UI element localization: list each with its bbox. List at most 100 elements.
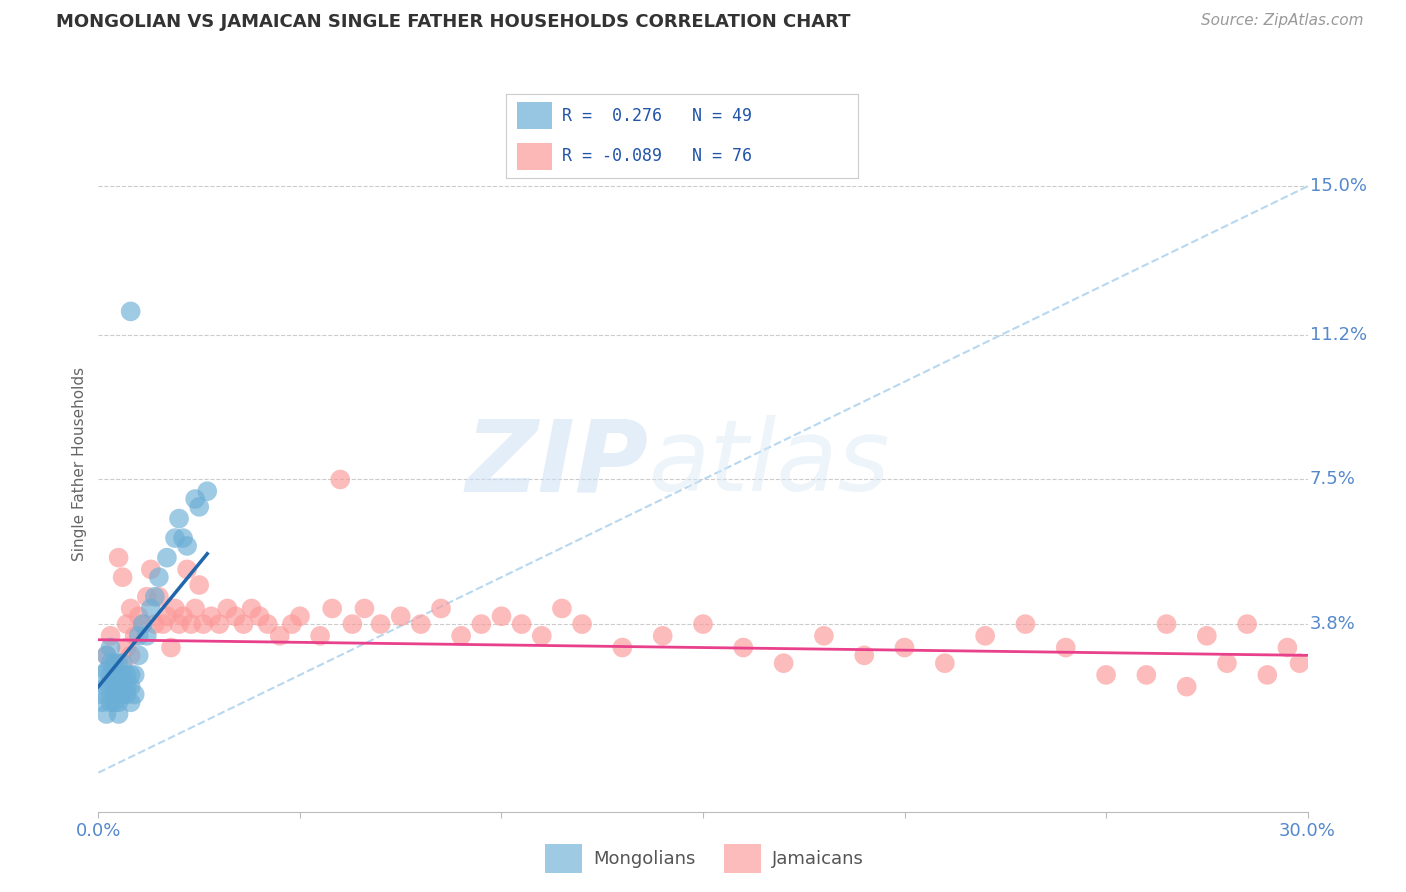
Point: [107, 550, 129, 565]
Point: [893, 640, 915, 655]
Point: [733, 640, 755, 655]
Point: [571, 617, 593, 632]
Point: [240, 601, 263, 615]
Point: [309, 629, 332, 643]
Point: [692, 617, 714, 632]
Point: [103, 680, 125, 694]
Point: [107, 656, 129, 670]
Point: [329, 473, 352, 487]
Point: [107, 672, 129, 686]
Point: [491, 609, 513, 624]
Point: [115, 668, 138, 682]
Point: [111, 656, 134, 670]
Point: [91, 688, 114, 702]
Point: [100, 668, 122, 682]
Point: [103, 672, 125, 686]
Point: [111, 570, 134, 584]
Text: 15.0%: 15.0%: [1310, 178, 1367, 195]
Point: [120, 304, 142, 318]
Point: [128, 648, 150, 663]
Point: [115, 640, 138, 655]
Point: [772, 656, 794, 670]
Point: [224, 609, 246, 624]
Point: [148, 590, 170, 604]
Point: [156, 550, 179, 565]
Point: [321, 601, 343, 615]
Point: [389, 609, 412, 624]
Point: [111, 680, 134, 694]
Point: [853, 648, 876, 663]
Text: ZIP: ZIP: [465, 416, 648, 512]
Point: [934, 656, 956, 670]
Point: [974, 629, 997, 643]
Point: [409, 617, 432, 632]
Point: [1277, 640, 1299, 655]
Point: [107, 688, 129, 702]
Point: [128, 609, 150, 624]
Bar: [724, 844, 761, 873]
Point: [430, 601, 453, 615]
Point: [103, 656, 125, 670]
Point: [124, 688, 146, 702]
Point: [115, 617, 138, 632]
Point: [156, 609, 179, 624]
Point: [172, 609, 194, 624]
Point: [1156, 617, 1178, 632]
Point: [163, 601, 186, 615]
Text: Source: ZipAtlas.com: Source: ZipAtlas.com: [1201, 13, 1364, 29]
Point: [269, 629, 291, 643]
Point: [188, 578, 211, 592]
Point: [132, 617, 155, 632]
Point: [1014, 617, 1036, 632]
Point: [111, 668, 134, 682]
Point: [200, 609, 222, 624]
Point: [96, 648, 118, 663]
Point: [148, 570, 170, 584]
Point: [1135, 668, 1157, 682]
Point: [184, 601, 207, 615]
Text: Mongolians: Mongolians: [593, 849, 695, 868]
Point: [111, 688, 134, 702]
Point: [530, 629, 553, 643]
Point: [128, 629, 150, 643]
Y-axis label: Single Father Households: Single Father Households: [72, 367, 87, 561]
Point: [1195, 629, 1218, 643]
Point: [1256, 668, 1278, 682]
Point: [100, 640, 122, 655]
Point: [132, 617, 155, 632]
Point: [176, 539, 198, 553]
Point: [281, 617, 304, 632]
Point: [107, 695, 129, 709]
Point: [813, 629, 835, 643]
Point: [172, 531, 194, 545]
Point: [1236, 617, 1258, 632]
Point: [143, 590, 166, 604]
Point: [180, 617, 202, 632]
Point: [167, 617, 190, 632]
Point: [1216, 656, 1239, 670]
Point: [188, 500, 211, 514]
Point: [1288, 656, 1310, 670]
Point: [103, 656, 125, 670]
Point: [1095, 668, 1118, 682]
Bar: [517, 103, 551, 129]
Text: MONGOLIAN VS JAMAICAN SINGLE FATHER HOUSEHOLDS CORRELATION CHART: MONGOLIAN VS JAMAICAN SINGLE FATHER HOUS…: [56, 13, 851, 31]
Text: 7.5%: 7.5%: [1310, 470, 1355, 489]
Point: [342, 617, 364, 632]
Point: [167, 511, 190, 525]
Point: [100, 656, 122, 670]
Point: [91, 695, 114, 709]
Bar: [517, 143, 551, 169]
Point: [100, 695, 122, 709]
Point: [152, 617, 174, 632]
Point: [96, 648, 118, 663]
Point: [139, 562, 162, 576]
Point: [120, 668, 142, 682]
Point: [96, 706, 118, 721]
Point: [1175, 680, 1198, 694]
Point: [208, 617, 231, 632]
Point: [510, 617, 533, 632]
Point: [353, 601, 375, 615]
Point: [160, 640, 183, 655]
Point: [450, 629, 472, 643]
